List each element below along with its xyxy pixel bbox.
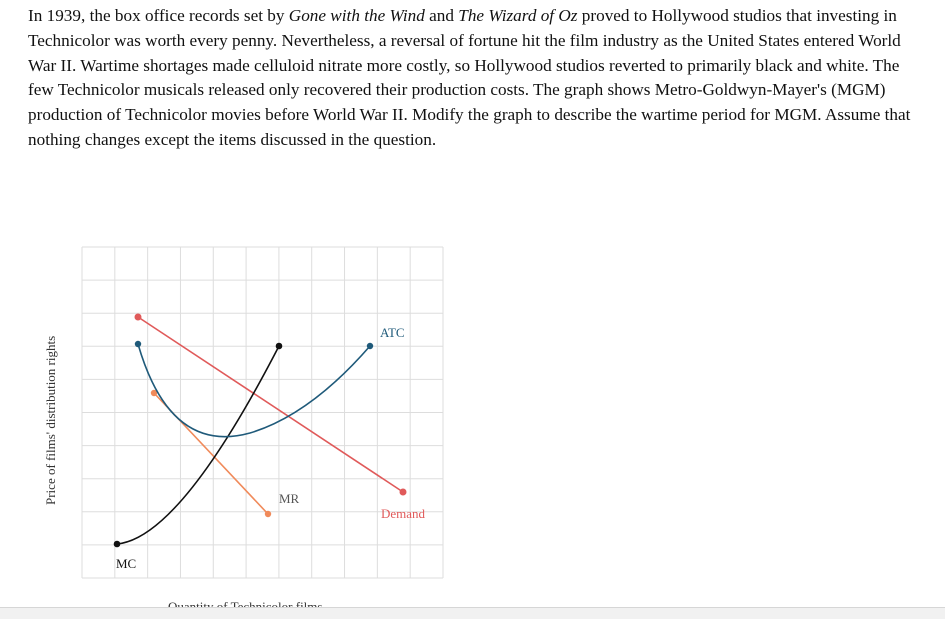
question-part-2: and xyxy=(424,6,459,25)
atc-handle-right[interactable] xyxy=(366,342,374,350)
horizontal-scrollbar[interactable] xyxy=(0,607,945,619)
question-part-3: proved to Hollywood studios that investi… xyxy=(28,6,911,149)
atc-curve[interactable] xyxy=(134,340,374,438)
demand-label: Demand xyxy=(381,506,426,521)
graph-grid xyxy=(81,246,444,579)
mr-handle-left[interactable] xyxy=(150,389,158,397)
mc-handle-top[interactable] xyxy=(275,342,283,350)
atc-label: ATC xyxy=(380,325,405,340)
atc-line[interactable] xyxy=(137,343,371,438)
demand-curve[interactable] xyxy=(134,313,407,496)
mc-label: MC xyxy=(116,556,136,571)
demand-line[interactable] xyxy=(137,316,404,493)
film-title-gone-with-the-wind: Gone with the Wind xyxy=(288,6,425,25)
atc-handle-left[interactable] xyxy=(134,340,142,348)
demand-handle-right[interactable] xyxy=(399,488,407,496)
mc-line[interactable] xyxy=(116,345,280,545)
graph-area[interactable]: Price of films' distribution rights Quan… xyxy=(0,160,945,614)
film-title-wizard-of-oz: The Wizard of Oz xyxy=(458,6,578,25)
graph-canvas[interactable]: Price of films' distribution rights Quan… xyxy=(0,160,945,614)
y-axis-label: Price of films' distribution rights xyxy=(43,336,58,505)
question-part-1: In 1939, the box office records set by xyxy=(28,6,289,25)
demand-handle-left[interactable] xyxy=(134,313,142,321)
question-text: In 1939, the box office records set by G… xyxy=(28,4,928,153)
mc-curve[interactable] xyxy=(113,342,283,548)
mc-handle-bottom[interactable] xyxy=(113,540,121,548)
mr-handle-right[interactable] xyxy=(264,510,272,518)
mr-label: MR xyxy=(279,491,300,506)
